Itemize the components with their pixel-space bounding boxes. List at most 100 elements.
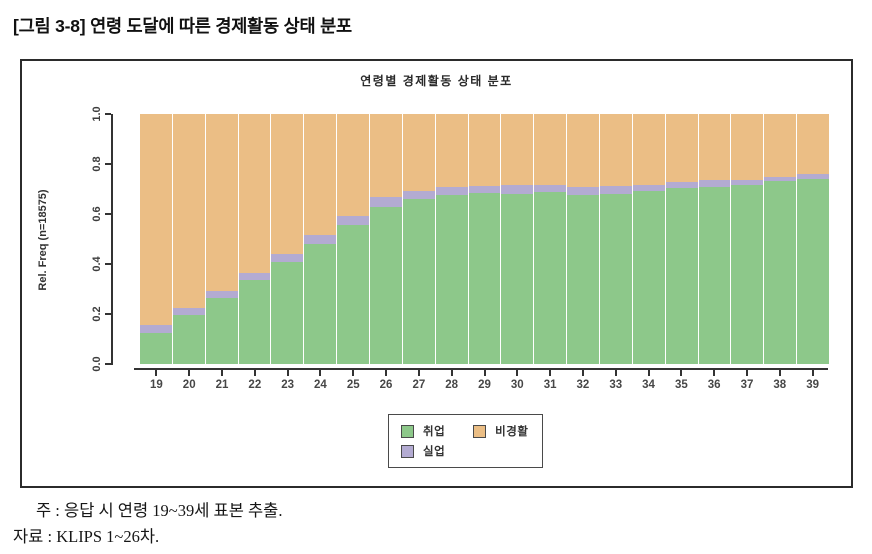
segment-취업 [271, 262, 304, 364]
segment-실업 [205, 291, 238, 298]
segment-취업 [435, 194, 468, 364]
y-tick-label-0.4: 0.4 [91, 256, 103, 272]
segment-실업 [238, 273, 271, 280]
y-tick-label-1.0: 1.0 [91, 106, 103, 122]
segment-실업 [797, 174, 830, 179]
bar-age-28 [435, 114, 469, 364]
segment-비경활 [205, 114, 238, 291]
x-tick-21 [221, 370, 224, 376]
segment-취업 [534, 192, 567, 364]
segment-실업 [764, 176, 797, 181]
bar-age-20 [172, 114, 206, 364]
segment-취업 [140, 332, 172, 364]
x-tick-label-37: 37 [740, 379, 754, 391]
y-tick-label-0.8: 0.8 [91, 156, 103, 172]
segment-실업 [632, 185, 665, 191]
segment-취업 [402, 199, 435, 364]
segment-실업 [665, 182, 698, 189]
segment-취업 [337, 224, 370, 364]
bar-age-34 [632, 114, 666, 364]
bar-age-33 [600, 114, 633, 364]
x-tick-label-27: 27 [412, 379, 426, 391]
x-tick-34 [647, 370, 650, 376]
y-tick-0.4 [105, 263, 111, 265]
segment-실업 [271, 254, 304, 262]
segment-비경활 [140, 114, 172, 326]
x-tick-32 [581, 370, 584, 376]
x-tick-26 [385, 370, 388, 376]
legend-item-비경활: 비경활 [473, 422, 528, 440]
x-tick-label-21: 21 [215, 379, 229, 391]
x-tick-28 [450, 370, 453, 376]
x-tick-37 [745, 370, 748, 376]
y-tick-0.2 [105, 313, 111, 315]
x-tick-27 [417, 370, 420, 376]
x-tick-label-33: 33 [609, 379, 623, 391]
bar-age-27 [402, 114, 436, 364]
x-tick-label-31: 31 [543, 379, 557, 391]
bar-age-29 [468, 114, 502, 364]
segment-취업 [238, 279, 271, 364]
segment-비경활 [271, 114, 304, 254]
segment-비경활 [731, 114, 764, 180]
bar-age-37 [731, 114, 765, 364]
note-text: 주 : 응답 시 연령 19~39세 표본 추출. [36, 501, 283, 520]
segment-실업 [698, 179, 731, 187]
segment-실업 [172, 307, 205, 316]
x-tick-label-23: 23 [281, 379, 295, 391]
y-tick-label-0.2: 0.2 [91, 306, 103, 322]
y-tick-0.6 [105, 213, 111, 215]
x-tick-label-39: 39 [806, 379, 819, 391]
segment-실업 [304, 234, 337, 244]
x-axis-line [134, 368, 828, 370]
segment-비경활 [238, 114, 271, 273]
x-tick-19 [155, 370, 158, 376]
segment-실업 [402, 190, 435, 199]
bar-age-32 [567, 114, 601, 364]
segment-비경활 [468, 114, 501, 186]
x-tick-label-34: 34 [642, 379, 655, 391]
segment-비경활 [435, 114, 468, 187]
segment-실업 [534, 184, 567, 193]
x-tick-label-32: 32 [576, 379, 590, 391]
x-tick-33 [614, 370, 617, 376]
segment-취업 [698, 186, 731, 364]
segment-비경활 [764, 114, 797, 177]
x-tick-label-25: 25 [346, 379, 360, 391]
bar-age-19 [140, 114, 173, 364]
bar-age-39 [797, 114, 830, 364]
y-tick-0.0 [105, 363, 111, 365]
source-text: 자료 : KLIPS 1~26차. [13, 527, 160, 546]
x-tick-label-28: 28 [445, 379, 459, 391]
segment-취업 [370, 207, 402, 364]
x-tick-22 [253, 370, 256, 376]
y-tick-label-0.0: 0.0 [91, 356, 103, 372]
bar-age-25 [337, 114, 371, 364]
legend-item-실업: 실업 [401, 442, 445, 460]
x-tick-25 [352, 370, 355, 376]
segment-비경활 [402, 114, 435, 191]
bar-age-31 [534, 114, 568, 364]
legend-swatch-취업 [401, 424, 414, 438]
segment-비경활 [665, 114, 698, 183]
x-tick-20 [188, 370, 191, 376]
segment-실업 [337, 215, 370, 225]
legend-swatch-비경활 [473, 424, 487, 438]
bar-age-22 [238, 114, 272, 364]
bar-age-26 [370, 114, 403, 364]
segment-비경활 [534, 114, 567, 185]
x-tick-24 [319, 370, 322, 376]
plot-area [140, 114, 830, 364]
x-tick-label-19: 19 [149, 379, 163, 391]
chart-legend: 취업 실업 비경활 [388, 414, 544, 468]
segment-취업 [731, 184, 764, 364]
y-axis-label: Rel. Freq (n=18575) [37, 189, 49, 291]
segment-취업 [304, 243, 337, 364]
y-tick-0.8 [105, 163, 111, 165]
segment-실업 [140, 325, 172, 333]
segment-비경활 [698, 114, 731, 180]
segment-비경활 [567, 114, 600, 187]
segment-취업 [764, 180, 797, 364]
bar-age-30 [501, 114, 535, 364]
segment-비경활 [632, 114, 665, 186]
